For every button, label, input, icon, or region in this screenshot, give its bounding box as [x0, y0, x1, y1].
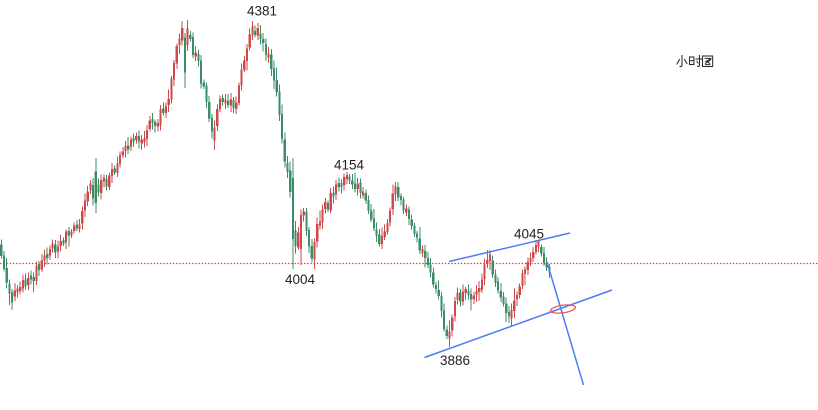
svg-text:4004: 4004	[285, 272, 316, 287]
svg-text:4381: 4381	[247, 4, 277, 19]
svg-text:3886: 3886	[440, 353, 470, 368]
svg-text:4154: 4154	[334, 158, 365, 173]
svg-text:4045: 4045	[514, 226, 544, 241]
